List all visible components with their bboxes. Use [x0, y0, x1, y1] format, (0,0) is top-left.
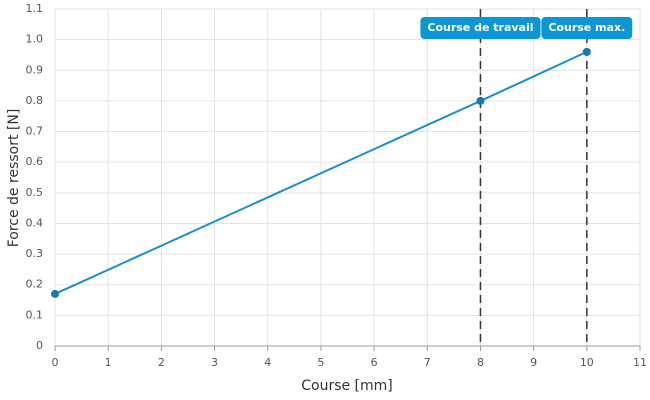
annotation-label: Course de travail [427, 21, 533, 34]
y-tick-label: 0.9 [26, 63, 44, 76]
y-tick-label: 0.6 [26, 155, 44, 168]
y-tick-label: 0.8 [26, 94, 44, 107]
x-tick-label: 7 [424, 356, 431, 369]
data-point [51, 289, 59, 298]
y-tick-label: 0 [36, 339, 43, 352]
x-tick-label: 8 [477, 356, 484, 369]
x-tick-label: 4 [264, 356, 271, 369]
x-tick-label: 5 [317, 356, 324, 369]
x-tick-label: 11 [633, 356, 647, 369]
x-tick-label: 10 [580, 356, 594, 369]
annotation-badge: Course de travail [420, 17, 541, 39]
annotation-badge: Course max. [541, 17, 633, 39]
y-tick-label: 1.0 [26, 33, 44, 46]
annotation-box [541, 17, 633, 39]
data-point [582, 47, 591, 56]
y-tick-label: 0.3 [26, 247, 44, 260]
data-point [476, 96, 485, 105]
y-axis-title: Force de ressort [N] [6, 109, 22, 248]
x-tick-label: 9 [530, 356, 537, 369]
annotation-box [420, 17, 541, 39]
y-tick-label: 0.4 [26, 216, 44, 229]
x-tick-label: 0 [52, 356, 59, 369]
annotation-label: Course max. [548, 21, 625, 34]
y-tick-label: 0.2 [26, 278, 44, 291]
y-tick-label: 1.1 [26, 2, 44, 15]
y-tick-label: 0.1 [26, 308, 44, 321]
y-tick-label: 0.7 [26, 125, 44, 138]
y-tick-label: 0.5 [26, 186, 44, 199]
x-tick-label: 3 [211, 356, 218, 369]
x-tick-label: 1 [105, 356, 112, 369]
x-tick-label: 6 [371, 356, 378, 369]
x-axis-title: Course [mm] [301, 378, 393, 394]
x-tick-label: 2 [158, 356, 165, 369]
